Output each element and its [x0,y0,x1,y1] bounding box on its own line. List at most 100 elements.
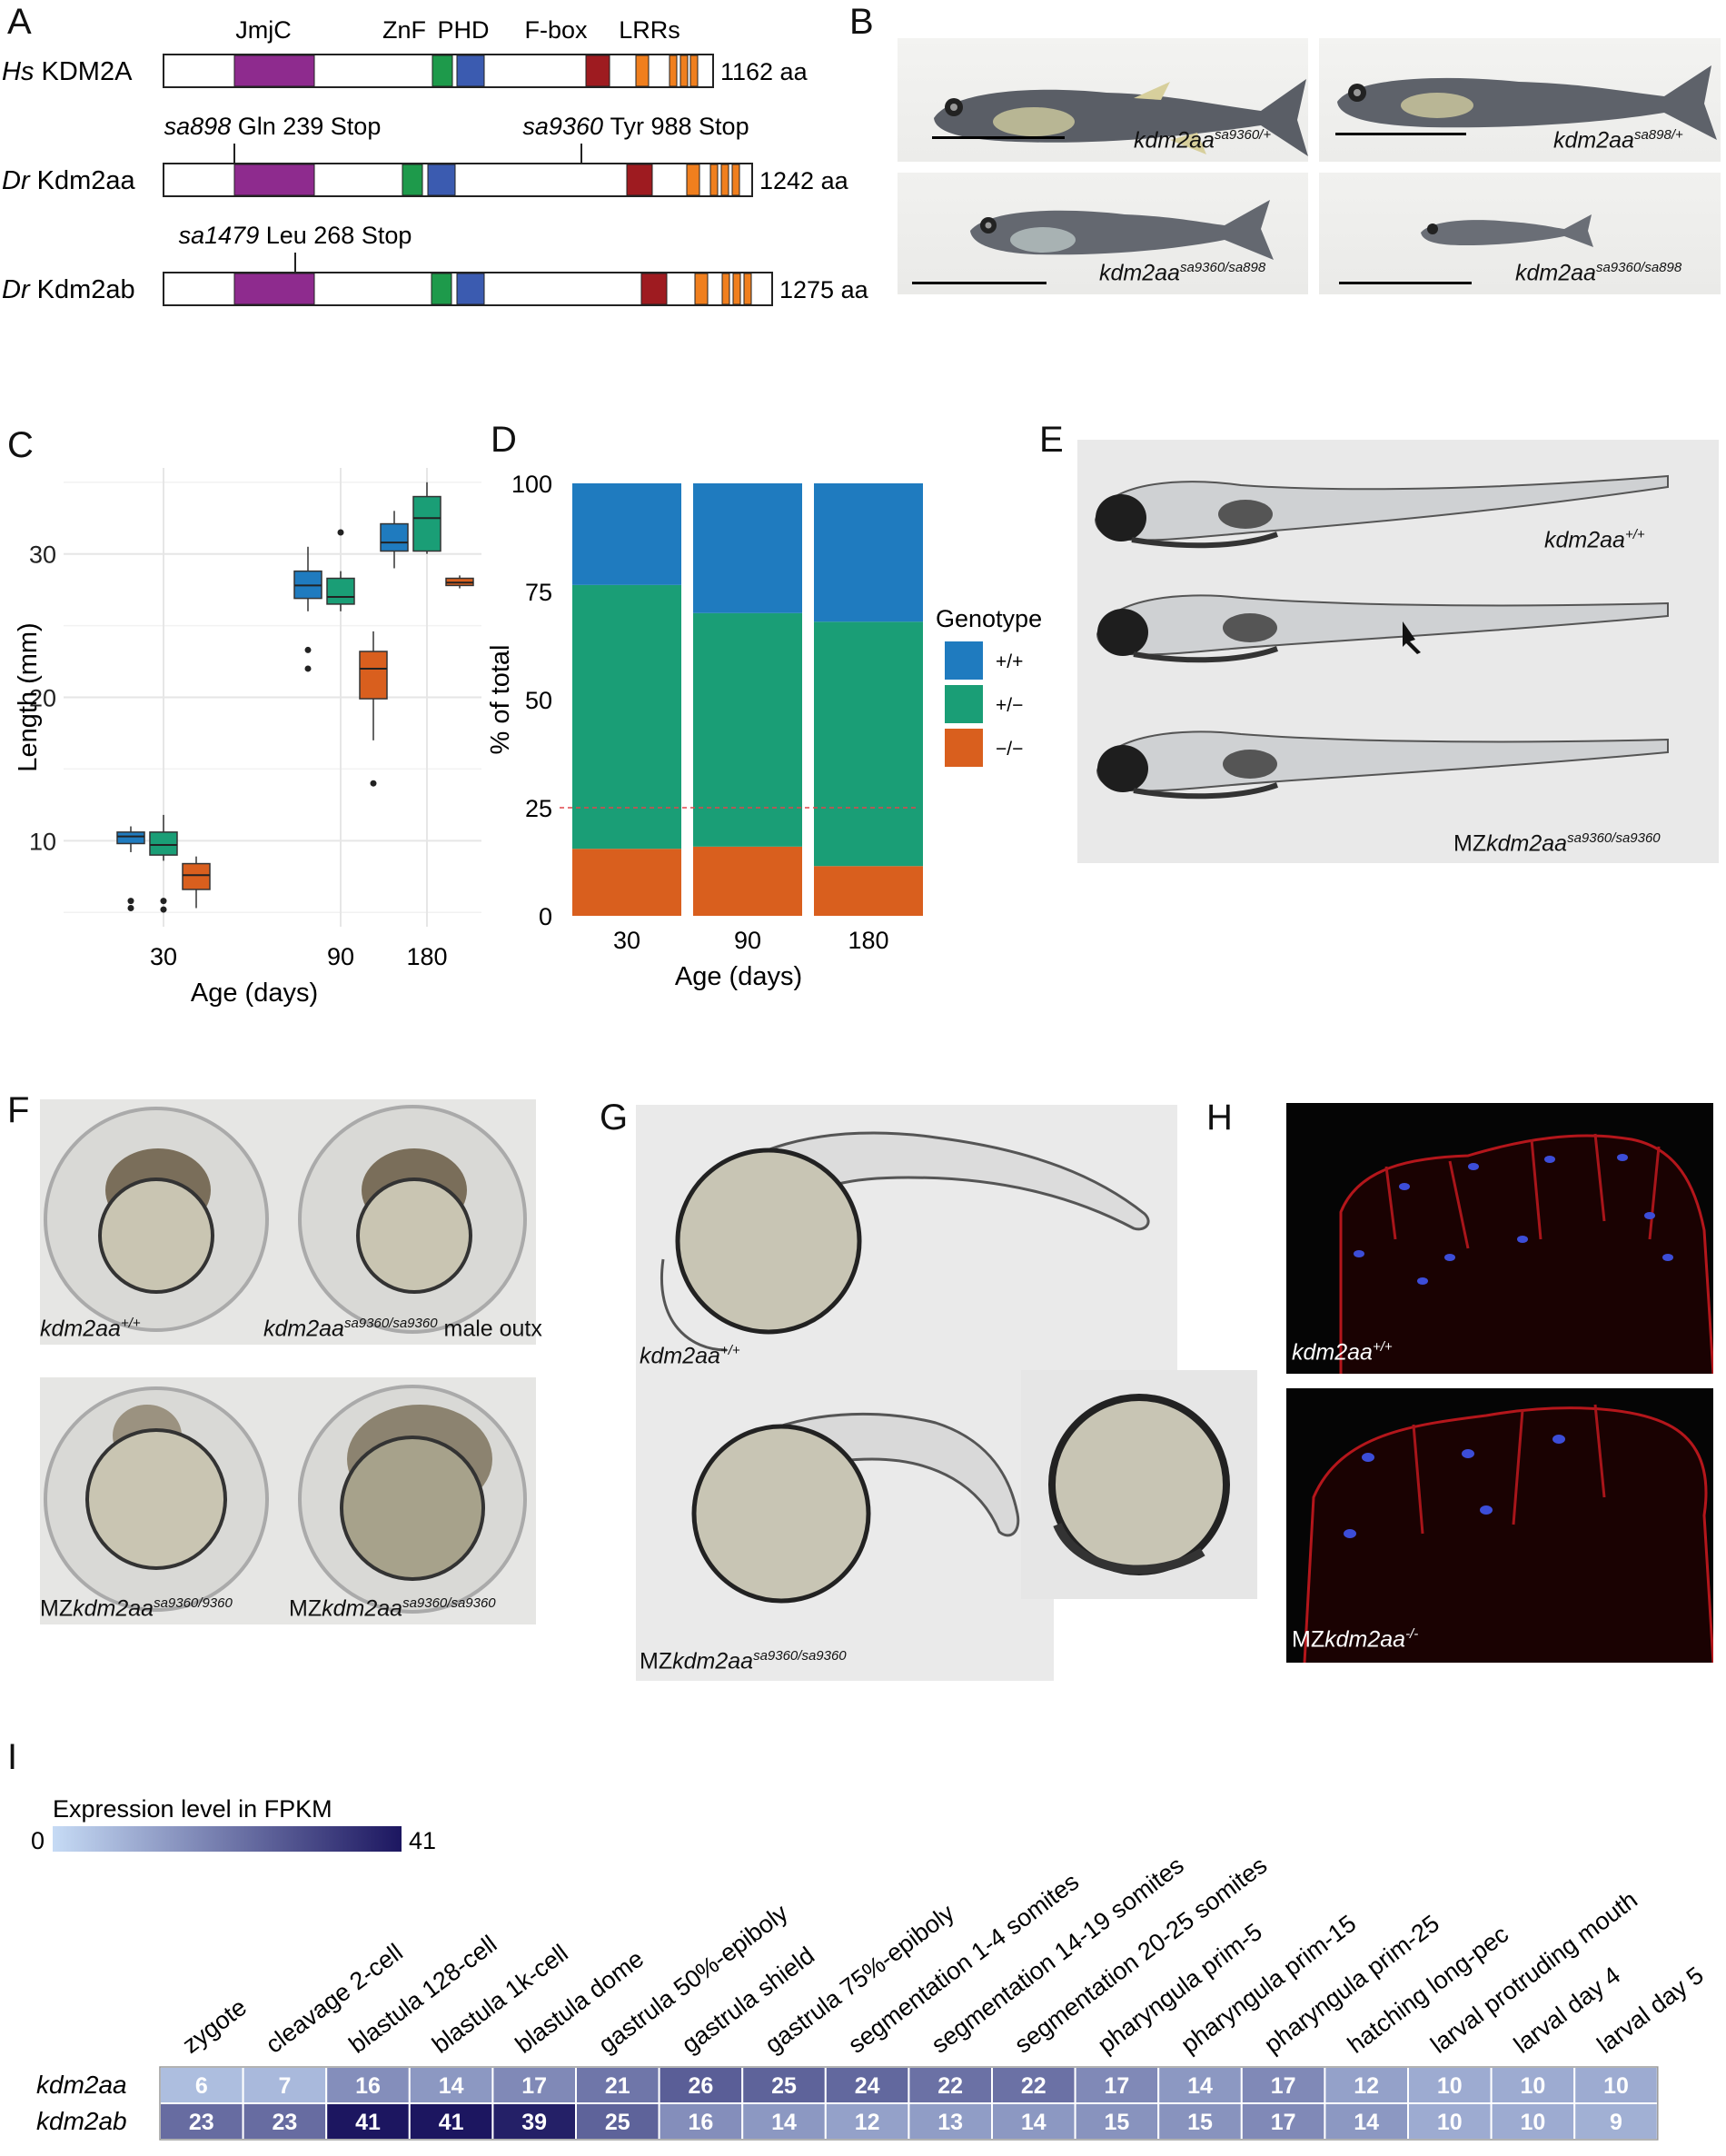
legend-label: +/+ [996,651,1023,672]
cell-value: 41 [355,2110,381,2135]
domain-lrrs [721,273,730,305]
bar-segment [693,483,802,613]
box [359,651,388,700]
larvae-photo-panel [1077,440,1719,863]
cell-value: 13 [937,2110,963,2135]
genotype-label-b3: kdm2aasa9360/sa898 [1099,260,1266,286]
cell-value: 22 [937,2073,963,2099]
domain-jmjc [233,164,315,196]
bar-segment [693,846,802,916]
bar-segment [572,584,681,849]
gene-label: Kdm2ab [37,275,135,304]
x-tick-label: 30 [150,943,177,970]
cell-value: 15 [1104,2110,1129,2135]
larva-3 [1096,730,1669,800]
y-tick-label: 20 [29,685,56,712]
box [182,862,211,890]
y-tick-label: 100 [511,471,552,498]
heatmap-cell [658,2102,744,2141]
bar-segment [814,866,923,916]
genotype-label-e2: MZkdm2aasa9360/sa9360 [1453,830,1661,857]
embryo-photo-bottom [40,1377,536,1624]
panel-b-letter: B [849,2,874,42]
x-tick-label: 30 [613,927,640,954]
embryo-illustration [44,1105,527,1334]
fish-illustration [1421,214,1593,247]
larvae-illustration [1094,474,1669,800]
cell-value: 25 [605,2110,630,2135]
species-label: Hs [2,57,42,86]
heatmap-cell [408,2066,494,2104]
cell-value: 14 [439,2073,464,2099]
x-tick-label: 90 [327,943,354,970]
protein-name: Hs KDM2A [2,57,133,86]
y-tick-label: 30 [29,541,56,569]
panel-d-letter: D [491,420,517,460]
genotype-label-g1: kdm2aa+/+ [640,1343,740,1369]
cell-value: 14 [771,2110,797,2135]
mutation-label: sa898 Gln 239 Stop [164,113,382,140]
mutation-change: Gln 239 Stop [238,113,382,140]
x-tick-label: 90 [734,927,761,954]
panel-a-domain-diagram: JmjC ZnF PHD F-box LRRs Hs KDM2A 1162 aa Dr Kdm… [2,16,869,306]
cell-value: 10 [1603,2073,1629,2099]
domain-label: JmjC [235,16,292,44]
panel-d-stacked-bar: 0 25 50 75 100 30 90 180 Age (days) % of total Gen… [486,471,1042,991]
protein-name: Dr Kdm2ab [2,275,135,304]
species-label: Dr [2,166,37,195]
y-tick-label: 25 [525,795,552,822]
outlier-point [127,904,134,911]
genotype-label-g2: MZkdm2aasa9360/sa9360 [640,1648,847,1674]
heatmap-cell [991,2066,1076,2104]
legend-label: −/− [996,739,1023,760]
cell-value: 21 [605,2073,630,2099]
larva-1 [1094,474,1669,549]
cell-value: 14 [1187,2073,1213,2099]
species-label: Dr [2,275,37,304]
heatmap-cell [1324,2066,1410,2104]
panel-h-letter: H [1206,1098,1233,1138]
panel-g-letter: G [600,1098,629,1138]
cell-value: 10 [1520,2110,1545,2135]
panel-a-letter: A [7,2,32,42]
embryo-g-photo-3 [1021,1370,1257,1599]
scale-max-label: 41 [409,1827,436,1854]
outlier-point [304,665,312,672]
legend-title: Genotype [936,605,1042,632]
domain-znf [402,164,423,196]
fluorescence-photo-wt [1286,1103,1713,1374]
larva-2 [1096,594,1669,663]
genotype-label-f2: kdm2aasa9360/sa9360 male outx [263,1316,542,1342]
fluorescence-illustration [1303,1404,1713,1663]
box [116,831,145,845]
embryo-illustration [1048,1394,1230,1575]
fish-photo-1 [898,38,1308,162]
outlier-point [160,898,167,905]
heatmap-cell [1324,2102,1410,2141]
box [326,577,355,605]
bar-segment [693,612,802,847]
x-axis-label: Age (days) [191,979,318,1008]
domain-znf [431,273,452,305]
box [412,495,441,552]
x-tick-label: 180 [848,927,888,954]
domain-fbox [626,164,653,196]
embryo-g-photo-2 [636,1377,1054,1681]
mutation-change: Leu 268 Stop [266,222,412,249]
y-tick-label: 50 [525,687,552,714]
cell-value: 16 [355,2073,381,2099]
scale-bar [932,136,1065,139]
domain-znf [432,55,453,87]
domain-label: PHD [437,16,489,44]
cell-value: 9 [1610,2110,1622,2135]
cell-value: 39 [521,2110,547,2135]
genotype-label-h1: kdm2aa+/+ [1292,1339,1393,1366]
domain-lrrs [694,273,709,305]
y-tick-label: 0 [539,903,552,930]
domain-jmjc [233,273,315,305]
mutation-label: sa9360 Tyr 988 Stop [522,113,749,140]
domain-lrrs [679,55,689,87]
legend-swatch [945,685,983,723]
cell-value: 10 [1437,2110,1463,2135]
legend-swatch [945,729,983,767]
